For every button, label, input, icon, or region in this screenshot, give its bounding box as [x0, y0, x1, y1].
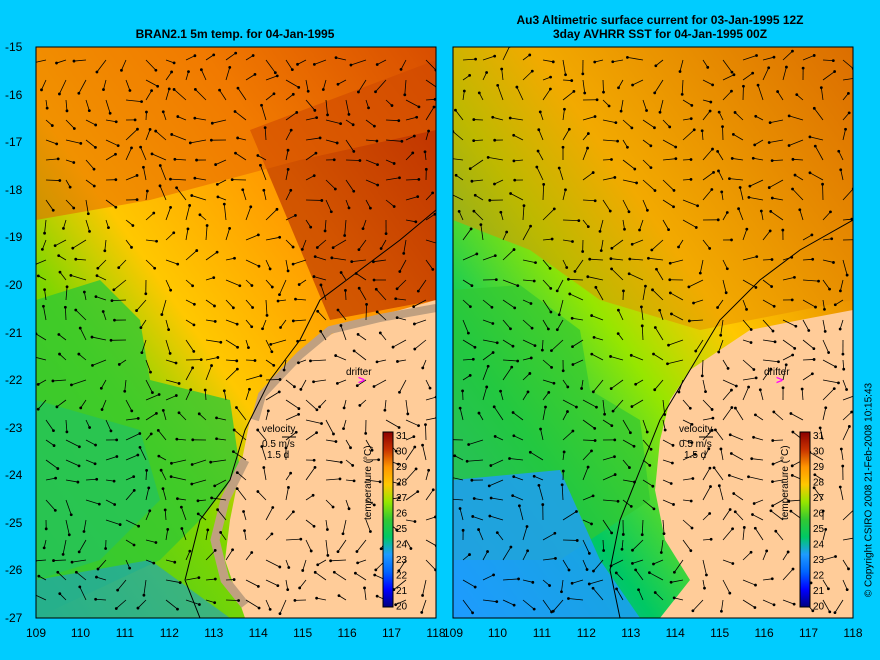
right-panel-title-line2: 3day AVHRR SST for 04-Jan-1995 00Z — [552, 27, 768, 41]
x-tick-label: 118 — [426, 626, 446, 640]
colorbar-tick-label: 31 — [813, 431, 825, 442]
colorbar-tick-label: 29 — [396, 462, 408, 473]
y-tick-label: -24 — [5, 468, 23, 483]
colorbar-tick-label: 28 — [396, 478, 408, 489]
left-colorbar-ticks: 31 30 29 28 27 26 25 24 23 22 21 20 — [396, 431, 408, 613]
colorbar-tick-label: 29 — [813, 462, 825, 473]
colorbar-tick-label: 24 — [396, 540, 408, 551]
right-velocity-scale: 0.5 m/s — [679, 439, 712, 450]
x-tick-label: 110 — [487, 626, 507, 640]
left-colorbar-title: temperature (°C) — [363, 445, 374, 520]
colorbar-tick-label: 21 — [813, 586, 825, 597]
x-tick-label: 115 — [710, 626, 730, 640]
left-velocity-label: velocity — [262, 424, 295, 435]
x-tick-label: 113 — [204, 626, 224, 640]
right-map-panel — [453, 47, 853, 618]
x-tick-label: 111 — [532, 626, 551, 640]
x-tick-label: 109 — [25, 626, 47, 640]
x-tick-label: 114 — [665, 626, 685, 640]
x-tick-label: 117 — [381, 626, 402, 640]
y-tick-label: -22 — [5, 373, 23, 388]
left-map-panel — [36, 47, 436, 618]
left-colorbar — [382, 431, 394, 608]
colorbar-tick-label: 27 — [396, 493, 408, 504]
left-velocity-scale: 0.5 m/s — [262, 439, 295, 450]
y-tick-label: -19 — [5, 230, 23, 245]
x-tick-label: 118 — [843, 626, 863, 640]
colorbar-tick-label: 25 — [396, 524, 408, 535]
left-panel-title: BRAN2.1 5m temp. for 04-Jan-1995 — [135, 27, 335, 41]
right-panel-title-line1: Au3 Altimetric surface current for 03-Ja… — [516, 13, 804, 27]
right-colorbar-title: temperature (°C) — [780, 445, 791, 520]
right-colorbar — [799, 431, 811, 608]
colorbar-tick-label: 31 — [396, 431, 408, 442]
copyright-text: © Copyright CSIRO 2008 21-Feb-2008 10:15… — [863, 382, 875, 598]
x-tick-label: 113 — [621, 626, 641, 640]
x-tick-label: 112 — [576, 626, 596, 640]
y-tick-label: -26 — [5, 563, 23, 578]
y-tick-label: -15 — [5, 40, 23, 54]
left-drifter-symbol: > — [358, 373, 365, 387]
right-duration: 1.5 d — [684, 450, 706, 461]
colorbar-tick-label: 21 — [396, 586, 408, 597]
x-tick-label: 116 — [754, 626, 774, 640]
right-velocity-label: velocity — [679, 424, 712, 435]
right-legend: velocity 0.5 m/s 1.5 d drifter > tempera… — [679, 367, 811, 608]
colorbar-tick-label: 26 — [396, 509, 408, 520]
x-tick-label: 112 — [159, 626, 179, 640]
y-tick-label: -16 — [5, 87, 23, 102]
colorbar-tick-label: 30 — [396, 447, 408, 458]
x-tick-label: 111 — [115, 626, 134, 640]
right-drifter-label: drifter — [764, 367, 790, 378]
right-drifter-symbol: > — [776, 373, 783, 387]
x-tick-label: 114 — [248, 626, 268, 640]
colorbar-tick-label: 22 — [396, 571, 408, 582]
x-tick-label: 109 — [442, 626, 464, 640]
colorbar-tick-label: 23 — [813, 555, 825, 566]
y-tick-label: -27 — [5, 611, 23, 625]
x-tick-label: 110 — [70, 626, 90, 640]
right-current-vectors — [453, 47, 853, 615]
y-tick-label: -23 — [5, 420, 23, 435]
colorbar-tick-label: 28 — [813, 478, 825, 489]
left-duration: 1.5 d — [267, 450, 289, 461]
y-tick-label: -21 — [5, 325, 23, 340]
colorbar-tick-label: 30 — [813, 447, 825, 458]
left-drifter-label: drifter — [346, 367, 372, 378]
colorbar-tick-label: 25 — [813, 524, 825, 535]
left-legend: velocity 0.5 m/s 1.5 d drifter > tempera… — [262, 367, 394, 608]
colorbar-tick-label: 26 — [813, 509, 825, 520]
y-tick-label: -25 — [5, 515, 23, 530]
y-tick-label: -20 — [5, 277, 23, 292]
y-tick-label: -18 — [5, 182, 23, 197]
right-colorbar-ticks: 31 30 29 28 27 26 25 24 23 22 21 20 — [813, 431, 825, 613]
colorbar-tick-label: 22 — [813, 571, 825, 582]
x-tick-label: 117 — [798, 626, 819, 640]
colorbar-tick-label: 20 — [813, 602, 825, 613]
x-tick-label: 115 — [293, 626, 313, 640]
colorbar-tick-label: 20 — [396, 602, 408, 613]
x-tick-label: 116 — [337, 626, 357, 640]
y-tick-label: -17 — [5, 135, 23, 150]
left-current-vectors — [36, 51, 436, 616]
colorbar-tick-label: 24 — [813, 540, 825, 551]
colorbar-tick-label: 23 — [396, 555, 408, 566]
colorbar-tick-label: 27 — [813, 493, 825, 504]
